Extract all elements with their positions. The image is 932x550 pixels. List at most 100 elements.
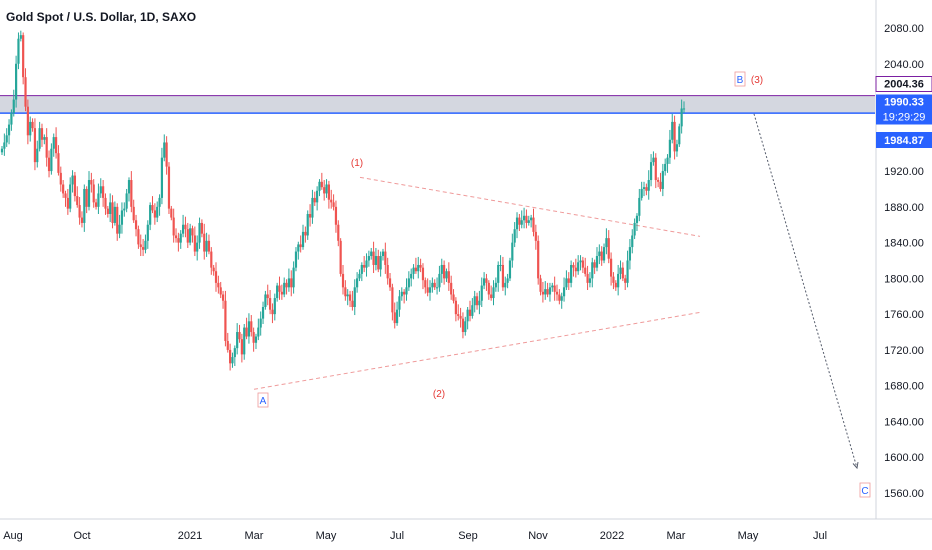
candle[interactable] [174,228,178,243]
candle[interactable] [480,277,483,307]
candle[interactable] [595,247,599,272]
candle[interactable] [539,274,542,296]
candle[interactable] [370,247,373,260]
candle[interactable] [109,193,112,223]
candle[interactable] [612,272,615,290]
candle[interactable] [374,247,378,271]
candle[interactable] [92,179,95,208]
candle[interactable] [403,289,406,304]
candle[interactable] [15,55,18,108]
candle[interactable] [38,121,41,152]
candle[interactable] [153,203,156,225]
candle[interactable] [558,289,561,305]
candle[interactable] [617,264,620,296]
candle[interactable] [306,210,309,240]
candle[interactable] [181,214,185,238]
candle[interactable] [132,199,135,223]
candle[interactable] [419,258,422,273]
candle[interactable] [318,179,321,197]
candle[interactable] [395,301,399,326]
candle[interactable] [452,289,455,304]
candle[interactable] [111,195,114,229]
candle[interactable] [487,280,490,300]
candle[interactable] [54,127,58,159]
candle[interactable] [414,257,418,274]
candle[interactable] [494,277,497,292]
candle[interactable] [440,258,443,283]
candle[interactable] [654,153,657,189]
candle[interactable] [358,269,361,282]
candle[interactable] [179,230,182,249]
candle[interactable] [252,327,255,352]
candle[interactable] [537,235,540,285]
candle[interactable] [160,147,164,205]
candle[interactable] [64,190,67,207]
candle[interactable] [50,143,53,175]
candle[interactable] [280,284,283,300]
candle[interactable] [214,262,218,292]
candle[interactable] [0,146,4,155]
candle[interactable] [219,281,222,299]
candle[interactable] [285,279,288,295]
candle[interactable] [624,274,627,291]
candle[interactable] [151,196,154,214]
candle[interactable] [511,233,514,268]
candle[interactable] [548,282,552,302]
candle[interactable] [417,256,420,279]
candle[interactable] [327,180,330,209]
candle[interactable] [85,186,88,214]
candle[interactable] [468,300,472,322]
candle[interactable] [186,222,189,248]
candle[interactable] [167,162,171,214]
candle[interactable] [134,214,138,237]
candle[interactable] [257,318,260,341]
candle[interactable] [443,260,446,285]
candle[interactable] [666,154,669,173]
candle[interactable] [501,256,505,291]
candle[interactable] [614,280,617,291]
candle[interactable] [12,89,15,117]
trendline-upper[interactable] [359,176,701,237]
candle[interactable] [62,180,65,198]
candle[interactable] [196,235,199,261]
candle[interactable] [127,177,131,202]
candle[interactable] [163,134,166,162]
candle[interactable] [541,281,544,303]
candle[interactable] [398,290,401,317]
candle[interactable] [602,243,606,264]
candle[interactable] [499,255,502,272]
candle[interactable] [588,272,592,288]
candle[interactable] [71,170,74,193]
candle[interactable] [527,215,530,226]
candle[interactable] [125,188,128,213]
candle[interactable] [356,272,359,293]
candle[interactable] [299,235,302,253]
projection-path[interactable] [753,113,858,469]
candle[interactable] [224,290,227,347]
candle[interactable] [447,262,450,291]
candle[interactable] [323,180,326,201]
candle[interactable] [278,276,281,300]
candle[interactable] [525,209,528,229]
candle[interactable] [40,123,44,147]
candle[interactable] [221,290,225,309]
candle[interactable] [682,101,686,113]
candle[interactable] [47,150,51,178]
candle[interactable] [102,180,105,207]
candle[interactable] [421,263,425,290]
candle[interactable] [445,268,448,282]
candle[interactable] [78,197,81,225]
candle[interactable] [638,188,641,222]
candle[interactable] [24,68,27,112]
candle[interactable] [504,276,507,296]
candle[interactable] [287,268,291,292]
candle[interactable] [410,268,413,287]
candle[interactable] [579,255,582,271]
candle[interactable] [80,211,84,228]
candle[interactable] [325,179,328,198]
candle[interactable] [647,170,650,200]
candle[interactable] [450,275,453,300]
candle[interactable] [137,225,140,249]
candle[interactable] [106,205,109,218]
candle[interactable] [5,128,8,147]
